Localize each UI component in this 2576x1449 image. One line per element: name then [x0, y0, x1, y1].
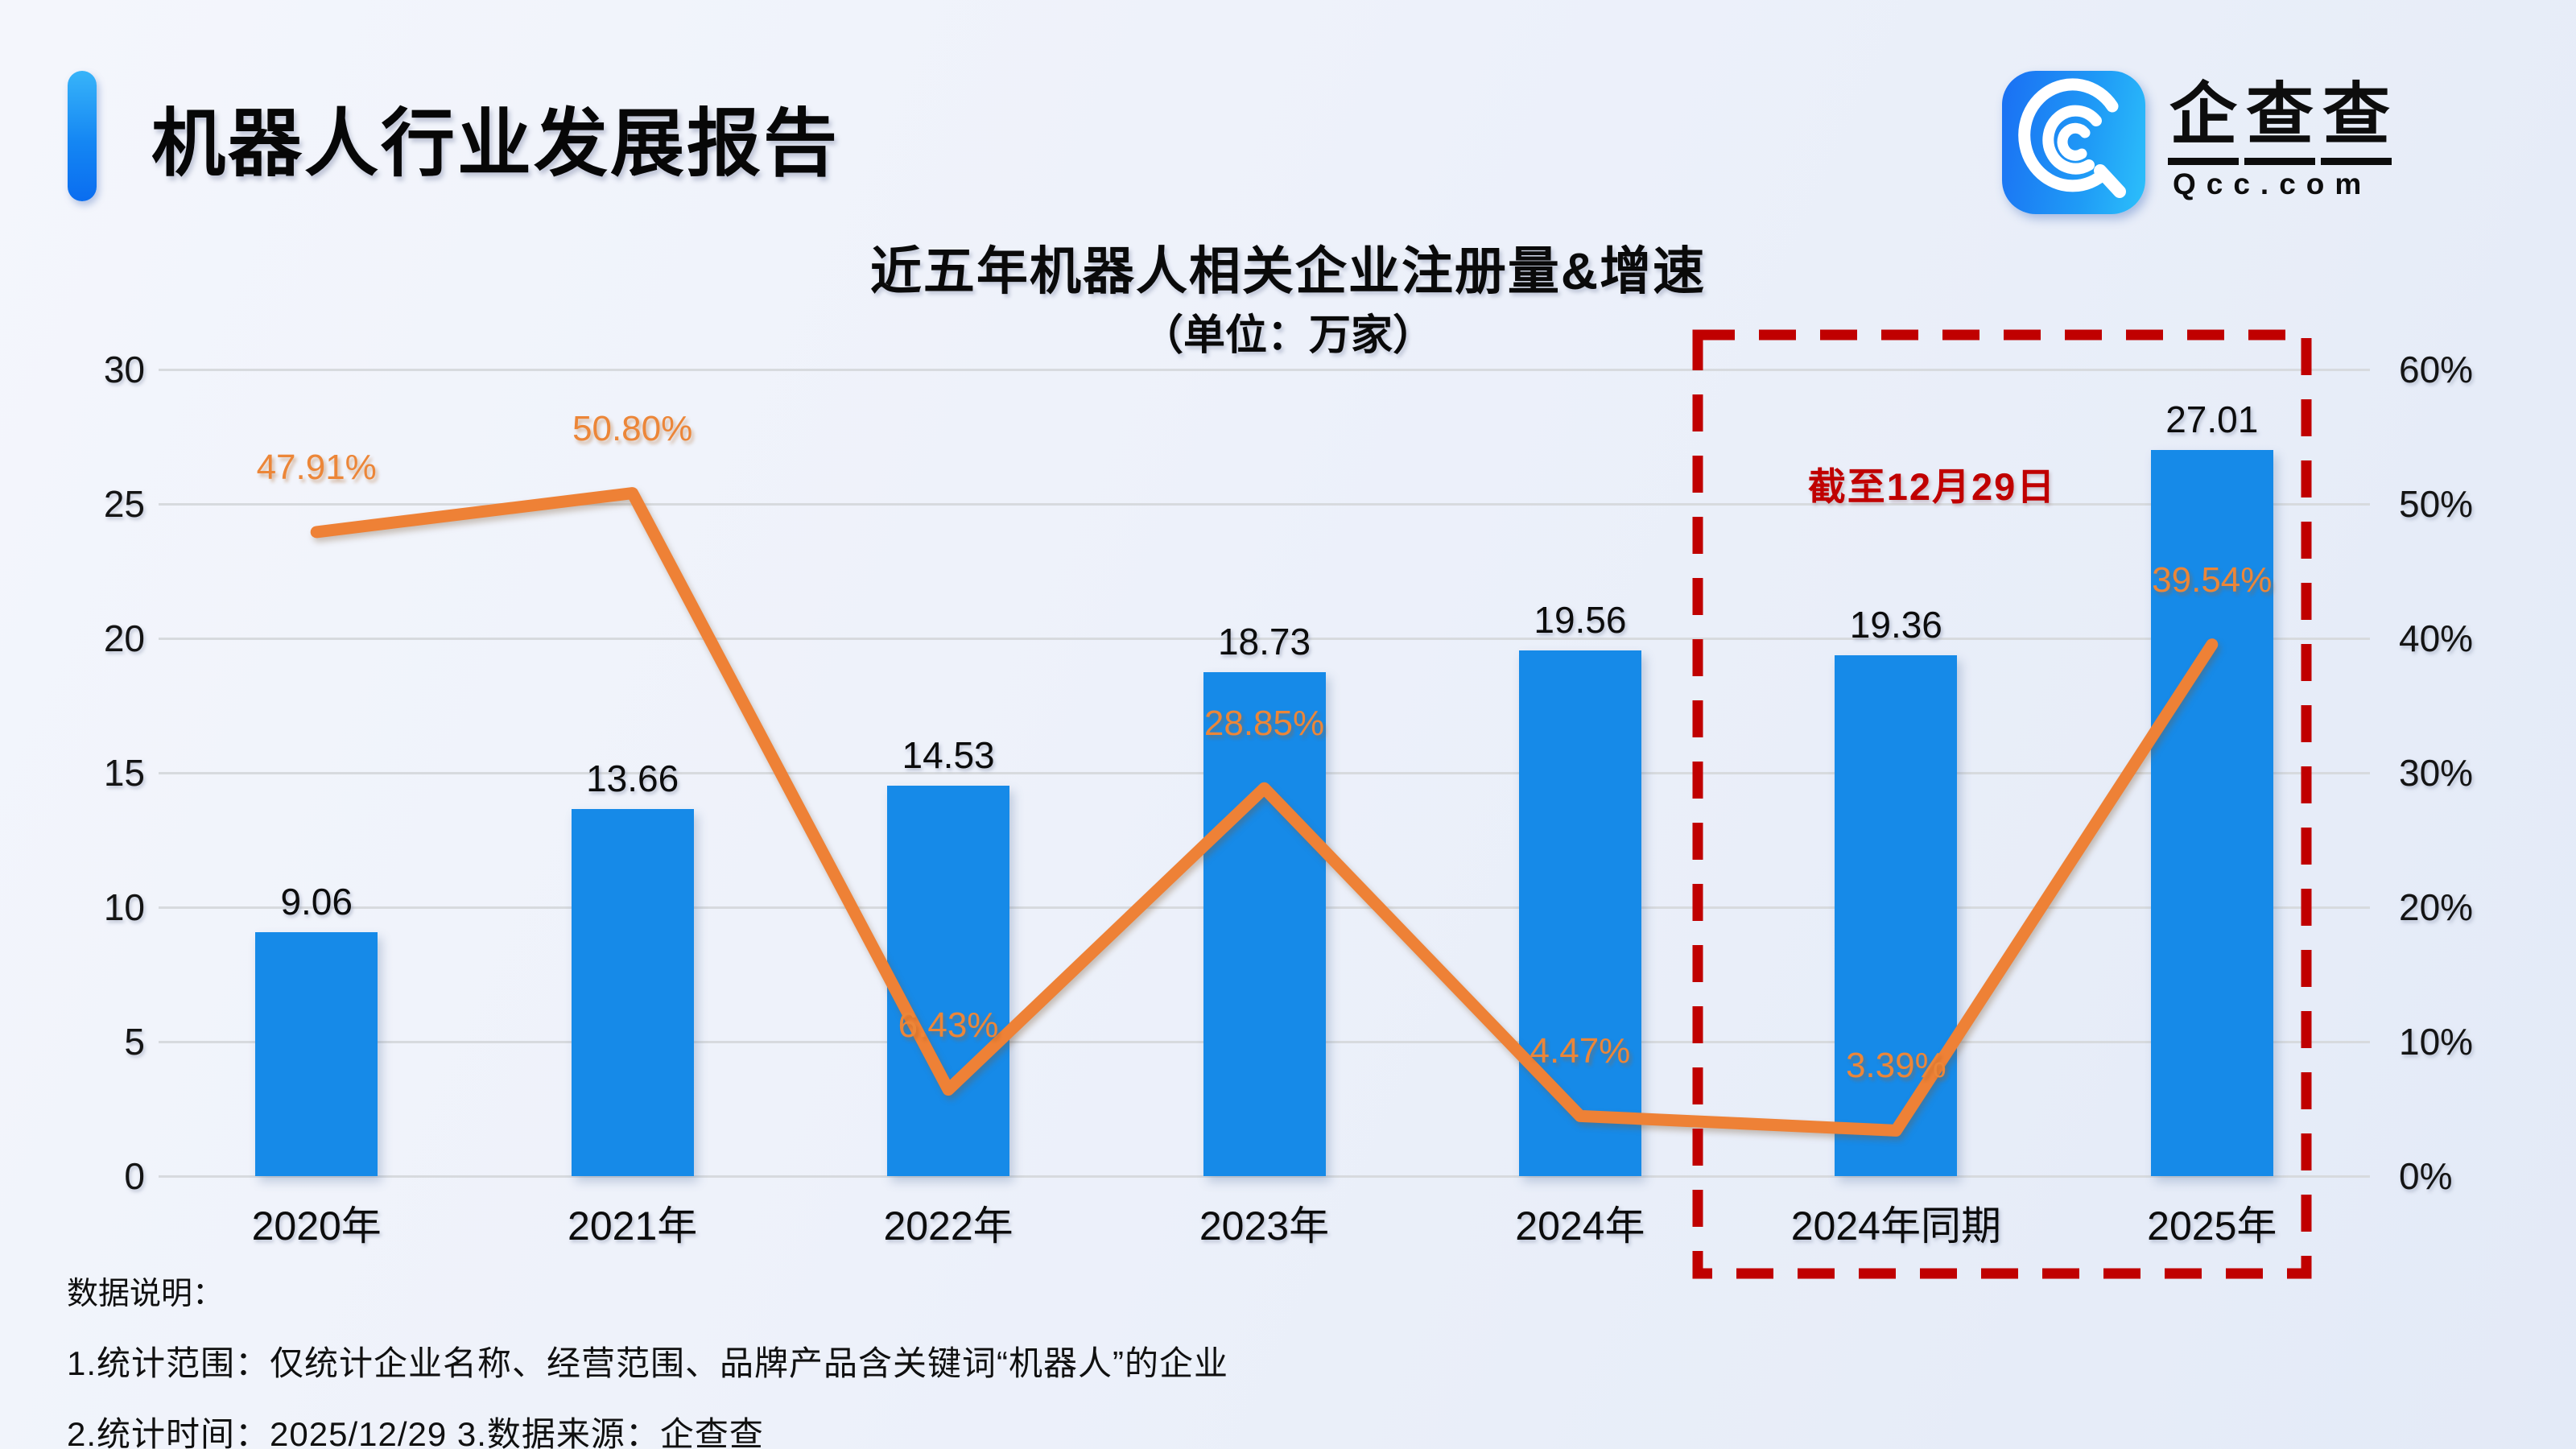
growth-pct-label: 3.39%	[1845, 1046, 1946, 1086]
left-axis-tick: 30	[103, 349, 145, 390]
growth-pct-label: 28.85%	[1203, 704, 1325, 744]
category-label: 2023年	[1199, 1203, 1330, 1249]
chart-subtitle: （单位：万家）	[1141, 312, 1435, 359]
left-axis-tick: 10	[103, 886, 145, 928]
highlight-annotation: 截至12月29日	[1807, 465, 2057, 508]
growth-line	[310, 487, 2219, 1137]
magnifier-q-icon	[2018, 78, 2126, 198]
qcc-logo-text: 企查查	[2168, 77, 2397, 166]
gridline	[159, 637, 2370, 640]
bar-value-label: 18.73	[1217, 621, 1311, 663]
bar-value-label: 19.36	[1849, 604, 1942, 646]
highlight-dashed-box	[1692, 329, 2312, 1279]
growth-pct-label: 39.54%	[2152, 559, 2273, 600]
qcc-logo-mark	[2002, 71, 2145, 214]
qcc-logo-domain: Qcc.com	[2173, 167, 2372, 200]
gridline	[159, 502, 2370, 506]
right-axis-tick: 60%	[2399, 349, 2474, 390]
qcc-logo: 企查查 Qcc.com	[2002, 71, 2517, 224]
right-axis-tick: 10%	[2399, 1021, 2474, 1063]
bar	[1203, 672, 1326, 1176]
category-label: 2020年	[251, 1203, 382, 1249]
bar	[1835, 655, 1958, 1176]
category-label: 2025年	[2147, 1203, 2277, 1249]
footer-heading: 数据说明：	[67, 1277, 225, 1311]
right-axis-tick: 20%	[2399, 886, 2474, 928]
gridline	[159, 1174, 2370, 1178]
left-axis-tick: 0	[124, 1155, 145, 1197]
page-title: 机器人行业发展报告	[151, 103, 840, 185]
footer-note-2: 2.统计时间：2025/12/29 3.数据来源：企查查	[67, 1415, 764, 1449]
qcc-logo-char: 查	[2244, 77, 2316, 166]
bar	[255, 932, 378, 1176]
chart-title: 近五年机器人相关企业注册量&增速	[869, 242, 1707, 300]
growth-pct-label: 6.43%	[898, 1005, 999, 1045]
right-axis-tick: 40%	[2399, 617, 2474, 659]
footer-note-1: 1.统计范围：仅统计企业名称、经营范围、品牌产品含关键词“机器人”的企业	[67, 1344, 1229, 1382]
category-label: 2022年	[883, 1203, 1013, 1249]
growth-pct-label: 47.91%	[256, 447, 377, 487]
bar-value-label: 14.53	[902, 733, 995, 776]
gridline	[159, 368, 2370, 371]
left-axis-tick: 15	[103, 752, 145, 794]
bar	[571, 808, 694, 1176]
left-axis-tick: 20	[103, 617, 145, 659]
category-label: 2021年	[568, 1203, 698, 1249]
growth-pct-label: 4.47%	[1530, 1031, 1631, 1071]
qcc-logo-char: 查	[2321, 77, 2392, 166]
left-axis-tick: 5	[124, 1021, 145, 1063]
bar-value-label: 13.66	[586, 757, 679, 799]
bar-value-label: 19.56	[1534, 598, 1627, 641]
right-axis-tick: 0%	[2399, 1155, 2453, 1197]
bar	[887, 785, 1010, 1176]
category-label: 2024年	[1515, 1203, 1645, 1249]
right-axis-tick: 30%	[2399, 752, 2474, 794]
bar-value-label: 9.06	[280, 881, 353, 923]
header-accent-bar	[68, 71, 97, 201]
bar	[2150, 449, 2273, 1176]
bar	[1518, 650, 1641, 1176]
left-axis-tick: 25	[103, 483, 145, 525]
category-label: 2024年同期	[1790, 1203, 2001, 1249]
growth-pct-label: 50.80%	[572, 408, 693, 448]
qcc-logo-char: 企	[2168, 77, 2240, 166]
right-axis-tick: 50%	[2399, 483, 2474, 525]
bar-value-label: 27.01	[2165, 398, 2259, 440]
